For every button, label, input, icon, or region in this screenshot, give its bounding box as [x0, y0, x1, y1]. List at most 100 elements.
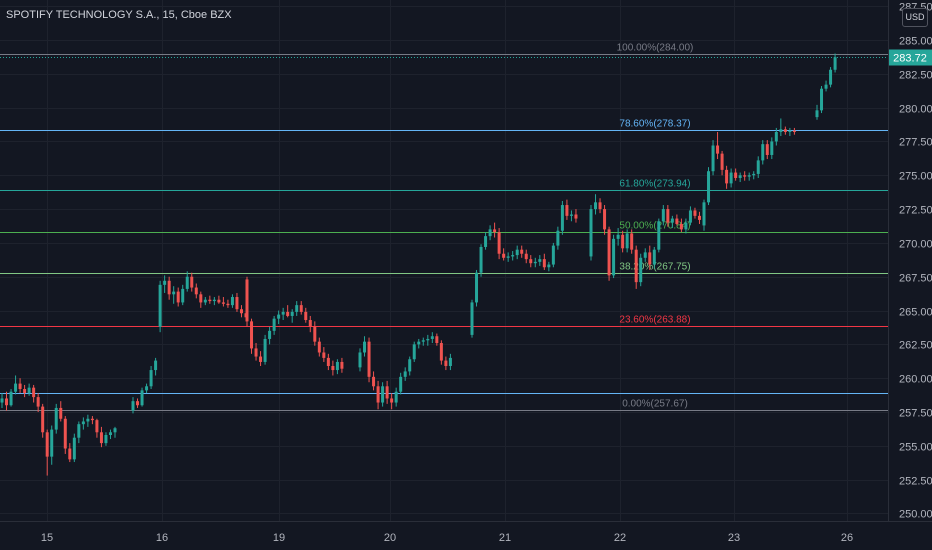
candlestick-series	[0, 53, 837, 476]
candle-body	[421, 340, 425, 342]
candle-body	[833, 57, 837, 70]
candle	[547, 261, 551, 272]
candle-body	[761, 144, 765, 161]
candle-body	[140, 390, 144, 406]
candle	[598, 198, 602, 214]
candle	[167, 276, 171, 300]
candle	[36, 393, 40, 412]
candle	[829, 67, 833, 88]
candle-body	[598, 202, 602, 210]
candle	[235, 292, 239, 312]
candle-body	[9, 391, 13, 406]
candle	[59, 401, 63, 422]
candle	[542, 253, 546, 270]
candle-body	[594, 202, 598, 210]
candle	[68, 443, 72, 463]
candle	[720, 150, 724, 176]
candle-body	[765, 144, 769, 155]
y-tick-label: 285.00	[899, 36, 932, 48]
candle-body	[358, 352, 362, 368]
candle	[5, 391, 9, 411]
candle-body	[551, 245, 555, 265]
candle-body	[403, 371, 407, 377]
candle-body	[720, 153, 724, 170]
fib-level-label: 38.20%(267.75)	[619, 262, 690, 273]
candle	[41, 403, 45, 438]
candle-body	[756, 160, 760, 174]
candle-body	[27, 387, 31, 394]
candle	[317, 337, 321, 357]
candle	[788, 127, 792, 137]
candle	[792, 127, 796, 135]
y-tick-label: 270.00	[899, 239, 932, 251]
candle	[484, 232, 488, 250]
candle-body	[502, 253, 506, 258]
candle	[145, 383, 149, 394]
candle	[385, 380, 389, 404]
price-axis[interactable]: 250.00 252.50 255.00 257.50 260.00 262.50 265.…	[899, 2, 932, 521]
time-axis[interactable]: 15 16 19 20 21 22 23 26	[41, 532, 853, 544]
candle	[560, 200, 564, 235]
candle-body	[235, 297, 239, 310]
candle	[479, 244, 483, 277]
symbol-title[interactable]: SPOTIFY TECHNOLOGY S.A., 15, Cboe BZX	[6, 9, 232, 21]
fibonacci-retracement[interactable]: 100.00%(284.00) 78.60%(278.37) 61.80%(273.…	[0, 43, 888, 411]
candle	[272, 315, 276, 335]
candle-body	[630, 233, 634, 250]
candle-body	[643, 252, 647, 258]
candle	[412, 341, 416, 362]
candle-body	[331, 366, 335, 371]
candle	[86, 414, 90, 427]
candle-body	[154, 360, 158, 371]
candle	[729, 168, 733, 188]
candle-body	[603, 209, 607, 230]
candle-body	[648, 252, 652, 265]
currency-button[interactable]: USD	[902, 8, 928, 27]
fib-level-label: 0.00%(257.67)	[622, 399, 688, 410]
candle-body	[163, 280, 167, 285]
candle-body	[520, 249, 524, 254]
last-price-label: 283.72	[893, 53, 927, 65]
candle	[679, 218, 683, 233]
candle-body	[172, 291, 176, 295]
candle-body	[167, 280, 171, 295]
candle-body	[743, 175, 747, 177]
candle	[743, 171, 747, 181]
candle-body	[86, 418, 90, 422]
candle	[643, 248, 647, 262]
candle-body	[479, 246, 483, 273]
candle-body	[203, 299, 207, 303]
candle-body	[390, 398, 394, 403]
candle-body	[63, 418, 67, 449]
candle	[226, 299, 230, 308]
candle	[245, 276, 249, 327]
candle-body	[679, 223, 683, 230]
candle	[254, 343, 258, 361]
candle	[176, 287, 180, 307]
candle-body	[779, 129, 783, 132]
candle	[221, 297, 225, 307]
candle	[439, 340, 443, 365]
candle-body	[304, 311, 308, 321]
candle	[529, 255, 533, 268]
candle	[634, 245, 638, 289]
candle	[569, 210, 573, 222]
candle-body	[408, 359, 412, 372]
candle	[381, 382, 385, 407]
candle-body	[734, 172, 738, 178]
candle-body	[435, 336, 439, 344]
candle-body	[45, 432, 49, 457]
candle	[625, 229, 629, 253]
y-tick-label: 255.00	[899, 442, 932, 454]
candle	[761, 140, 765, 165]
candle	[367, 337, 371, 383]
x-tick-label: 19	[273, 532, 285, 544]
candle-body	[524, 253, 528, 260]
candle-body	[533, 261, 537, 264]
candle-body	[54, 407, 58, 430]
candle-body	[556, 230, 560, 246]
candle-body	[547, 264, 551, 268]
candle-body	[185, 276, 189, 289]
candle-body	[290, 311, 294, 316]
